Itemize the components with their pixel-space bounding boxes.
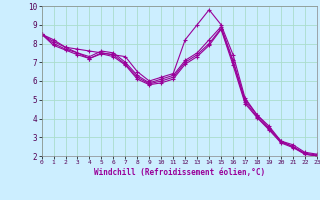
X-axis label: Windchill (Refroidissement éolien,°C): Windchill (Refroidissement éolien,°C) [94, 168, 265, 177]
